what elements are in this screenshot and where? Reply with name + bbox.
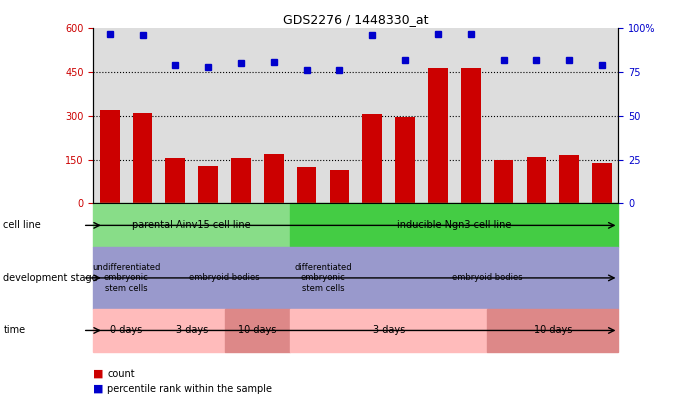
Bar bbox=[166, 158, 185, 203]
Bar bbox=[560, 156, 579, 203]
Bar bbox=[428, 68, 448, 203]
Text: 3 days: 3 days bbox=[372, 326, 405, 335]
Text: embryoid bodies: embryoid bodies bbox=[452, 273, 522, 282]
Bar bbox=[356, 247, 618, 309]
Text: differentiated
embryonic
stem cells: differentiated embryonic stem cells bbox=[294, 263, 352, 293]
Bar bbox=[297, 167, 316, 203]
Text: 3 days: 3 days bbox=[176, 326, 208, 335]
Text: time: time bbox=[3, 326, 26, 335]
Bar bbox=[93, 203, 290, 247]
Text: ■: ■ bbox=[93, 384, 104, 394]
Bar bbox=[592, 163, 612, 203]
Bar bbox=[493, 160, 513, 203]
Text: cell line: cell line bbox=[3, 220, 41, 230]
Text: 10 days: 10 days bbox=[533, 326, 572, 335]
Bar bbox=[93, 247, 159, 309]
Text: undifferentiated
embryonic
stem cells: undifferentiated embryonic stem cells bbox=[92, 263, 160, 293]
Text: 10 days: 10 days bbox=[238, 326, 276, 335]
Text: parental Ainv15 cell line: parental Ainv15 cell line bbox=[133, 220, 251, 230]
Bar bbox=[93, 309, 159, 352]
Text: inducible Ngn3 cell line: inducible Ngn3 cell line bbox=[397, 220, 511, 230]
Bar bbox=[487, 309, 618, 352]
Bar bbox=[198, 166, 218, 203]
Bar bbox=[363, 115, 382, 203]
Text: percentile rank within the sample: percentile rank within the sample bbox=[107, 384, 272, 394]
Bar bbox=[264, 154, 283, 203]
Text: ■: ■ bbox=[93, 369, 104, 379]
Bar bbox=[100, 110, 120, 203]
Bar bbox=[290, 309, 487, 352]
Bar bbox=[290, 247, 356, 309]
Bar bbox=[290, 203, 618, 247]
Text: embryoid bodies: embryoid bodies bbox=[189, 273, 260, 282]
Text: count: count bbox=[107, 369, 135, 379]
Text: 0 days: 0 days bbox=[110, 326, 142, 335]
Bar bbox=[159, 247, 290, 309]
Bar bbox=[133, 113, 153, 203]
Bar bbox=[330, 170, 350, 203]
Bar bbox=[527, 157, 547, 203]
Bar bbox=[231, 158, 251, 203]
Bar bbox=[159, 309, 225, 352]
Bar bbox=[225, 309, 290, 352]
Bar bbox=[461, 68, 481, 203]
Title: GDS2276 / 1448330_at: GDS2276 / 1448330_at bbox=[283, 13, 428, 26]
Text: development stage: development stage bbox=[3, 273, 98, 283]
Bar bbox=[395, 117, 415, 203]
